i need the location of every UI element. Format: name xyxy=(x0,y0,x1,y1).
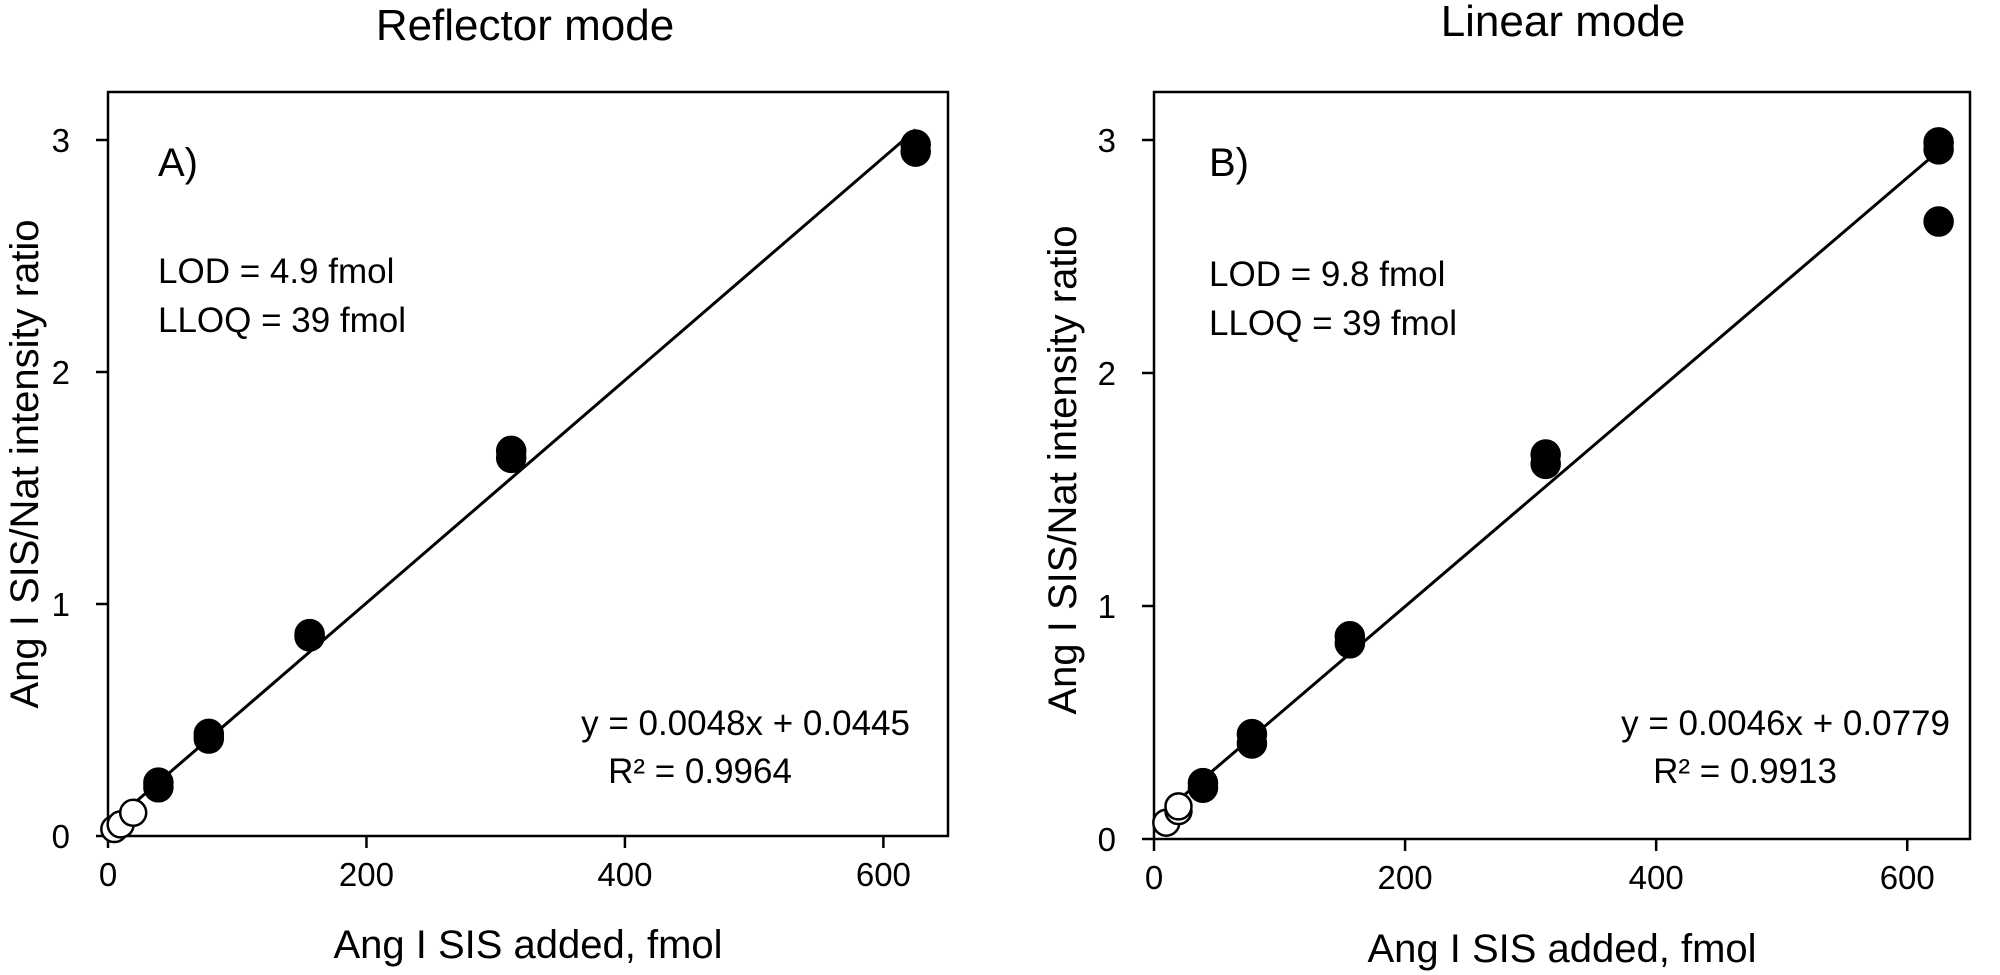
data-point-filled xyxy=(1187,767,1219,799)
data-point-filled xyxy=(1923,206,1954,237)
regression-line xyxy=(107,128,917,827)
panel-label: B) xyxy=(1209,141,1249,185)
data-point-open xyxy=(1164,792,1193,821)
y-tick-label: 1 xyxy=(52,586,70,623)
data-point-filled xyxy=(495,435,527,467)
y-tick-label: 3 xyxy=(52,122,70,159)
panel-linear-mode: Linear mode B) LOD = 9.8 fmol LLOQ = 39 … xyxy=(1041,0,1972,971)
equation-annotation: y = 0.0046x + 0.0779 xyxy=(1621,704,1950,743)
axes-ticks: 0 200 400 600 0 1 2 3 xyxy=(1098,122,1935,896)
y-tick-label: 1 xyxy=(1098,588,1116,625)
lloq-annotation: LLOQ = 39 fmol xyxy=(1209,304,1457,343)
r-squared-annotation: R² = 0.9964 xyxy=(608,752,792,791)
x-tick-label: 400 xyxy=(1629,859,1684,896)
y-tick-label: 2 xyxy=(1098,355,1116,392)
data-marks xyxy=(100,128,931,844)
data-point-filled xyxy=(1530,439,1561,470)
plot-frame xyxy=(1152,90,1972,841)
x-axis-label: Ang I SIS added, fmol xyxy=(333,923,722,967)
chart-title: Linear mode xyxy=(1441,0,1686,46)
x-tick-label: 200 xyxy=(1378,859,1433,896)
y-tick-label: 3 xyxy=(1098,122,1116,159)
equation-annotation: y = 0.0048x + 0.0445 xyxy=(581,704,910,743)
axes-ticks: 0 200 400 600 0 1 2 3 xyxy=(52,122,911,893)
lod-annotation: LOD = 4.9 fmol xyxy=(158,252,394,291)
y-axis-label: Ang I SIS/Nat intensity ratio xyxy=(1041,225,1085,714)
y-tick-label: 0 xyxy=(52,818,70,855)
x-tick-label: 600 xyxy=(856,856,911,893)
x-tick-label: 200 xyxy=(339,856,394,893)
data-point-open xyxy=(118,798,148,828)
x-tick-label: 0 xyxy=(1145,859,1163,896)
regression-line xyxy=(1153,149,1940,822)
panel-label: A) xyxy=(158,141,198,185)
x-tick-label: 400 xyxy=(597,856,652,893)
data-marks xyxy=(1152,127,1954,837)
x-tick-label: 600 xyxy=(1880,859,1935,896)
plot-frame xyxy=(106,90,950,838)
lod-annotation: LOD = 9.8 fmol xyxy=(1209,255,1445,294)
data-point-filled xyxy=(143,767,174,798)
data-point-filled xyxy=(1236,718,1268,750)
data-point-filled xyxy=(193,718,225,750)
y-tick-label: 2 xyxy=(52,354,70,391)
data-point-filled xyxy=(1334,621,1366,652)
y-axis-label: Ang I SIS/Nat intensity ratio xyxy=(3,219,47,708)
lloq-annotation: LLOQ = 39 fmol xyxy=(158,301,406,340)
y-tick-label: 0 xyxy=(1098,821,1116,858)
data-point-filled xyxy=(900,129,931,160)
data-point-filled xyxy=(294,618,325,650)
chart-title: Reflector mode xyxy=(376,1,674,50)
panel-reflector-mode: Reflector mode A) LOD = 4.9 fmol LLOQ = … xyxy=(3,1,950,967)
r-squared-annotation: R² = 0.9913 xyxy=(1653,752,1837,791)
x-tick-label: 0 xyxy=(99,856,117,893)
data-point-filled xyxy=(1923,127,1954,158)
x-axis-label: Ang I SIS added, fmol xyxy=(1367,927,1756,971)
